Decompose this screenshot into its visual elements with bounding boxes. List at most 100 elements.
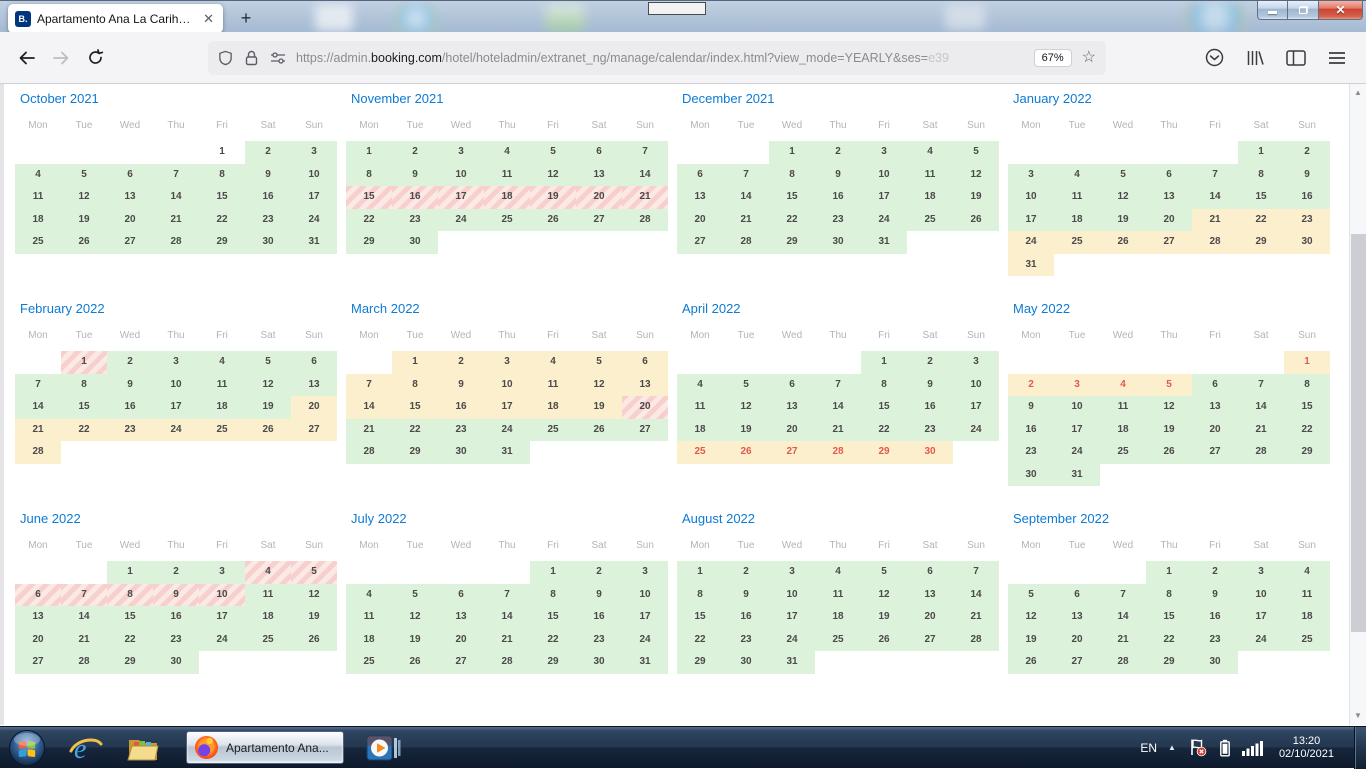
day-cell-12[interactable]: 12 — [861, 584, 907, 607]
forward-button[interactable] — [44, 43, 78, 73]
day-cell-16[interactable]: 16 — [245, 186, 291, 209]
day-cell-15[interactable]: 15 — [530, 606, 576, 629]
day-cell-12[interactable]: 12 — [245, 374, 291, 397]
day-cell-5[interactable]: 5 — [953, 141, 999, 164]
day-cell-11[interactable]: 11 — [1054, 186, 1100, 209]
day-cell-11[interactable]: 11 — [907, 164, 953, 187]
day-cell-14[interactable]: 14 — [61, 606, 107, 629]
day-cell-14[interactable]: 14 — [1238, 396, 1284, 419]
day-cell-5[interactable]: 5 — [576, 351, 622, 374]
sidebar-icon[interactable] — [1286, 50, 1306, 66]
day-cell-13[interactable]: 13 — [907, 584, 953, 607]
back-button[interactable] — [10, 43, 44, 73]
day-cell-19[interactable]: 19 — [1146, 419, 1192, 442]
close-button[interactable]: ✕ — [1319, 1, 1363, 20]
day-cell-7[interactable]: 7 — [1238, 374, 1284, 397]
day-cell-24[interactable]: 24 — [1008, 231, 1054, 254]
day-cell-26[interactable]: 26 — [576, 419, 622, 442]
day-cell-6[interactable]: 6 — [677, 164, 723, 187]
day-cell-11[interactable]: 11 — [530, 374, 576, 397]
day-cell-14[interactable]: 14 — [484, 606, 530, 629]
day-cell-13[interactable]: 13 — [622, 374, 668, 397]
day-cell-25[interactable]: 25 — [1054, 231, 1100, 254]
restore-button[interactable] — [1288, 1, 1319, 20]
scrollbar-thumb[interactable] — [1351, 234, 1366, 632]
day-cell-9[interactable]: 9 — [1192, 584, 1238, 607]
day-cell-10[interactable]: 10 — [1008, 186, 1054, 209]
day-cell-5[interactable]: 5 — [861, 561, 907, 584]
day-cell-2[interactable]: 2 — [245, 141, 291, 164]
day-cell-29[interactable]: 29 — [861, 441, 907, 464]
day-cell-18[interactable]: 18 — [484, 186, 530, 209]
day-cell-28[interactable]: 28 — [815, 441, 861, 464]
day-cell-10[interactable]: 10 — [291, 164, 337, 187]
day-cell-10[interactable]: 10 — [861, 164, 907, 187]
day-cell-5[interactable]: 5 — [392, 584, 438, 607]
day-cell-19[interactable]: 19 — [723, 419, 769, 442]
day-cell-1[interactable]: 1 — [1146, 561, 1192, 584]
day-cell-1[interactable]: 1 — [677, 561, 723, 584]
reload-button[interactable] — [78, 43, 112, 73]
day-cell-8[interactable]: 8 — [392, 374, 438, 397]
day-cell-10[interactable]: 10 — [153, 374, 199, 397]
day-cell-21[interactable]: 21 — [1238, 419, 1284, 442]
day-cell-22[interactable]: 22 — [346, 209, 392, 232]
day-cell-1[interactable]: 1 — [1284, 351, 1330, 374]
day-cell-15[interactable]: 15 — [1238, 186, 1284, 209]
minimize-button[interactable] — [1257, 1, 1288, 20]
day-cell-21[interactable]: 21 — [1100, 629, 1146, 652]
day-cell-26[interactable]: 26 — [61, 231, 107, 254]
day-cell-7[interactable]: 7 — [153, 164, 199, 187]
day-cell-8[interactable]: 8 — [677, 584, 723, 607]
vertical-scrollbar[interactable]: ▲ ▼ — [1349, 84, 1366, 725]
internet-explorer-button[interactable]: e — [68, 732, 104, 764]
day-cell-23[interactable]: 23 — [1008, 441, 1054, 464]
day-cell-17[interactable]: 17 — [769, 606, 815, 629]
day-cell-24[interactable]: 24 — [1238, 629, 1284, 652]
day-cell-8[interactable]: 8 — [346, 164, 392, 187]
day-cell-13[interactable]: 13 — [15, 606, 61, 629]
day-cell-22[interactable]: 22 — [107, 629, 153, 652]
day-cell-3[interactable]: 3 — [769, 561, 815, 584]
day-cell-22[interactable]: 22 — [61, 419, 107, 442]
day-cell-3[interactable]: 3 — [622, 561, 668, 584]
day-cell-24[interactable]: 24 — [953, 419, 999, 442]
day-cell-8[interactable]: 8 — [1284, 374, 1330, 397]
day-cell-5[interactable]: 5 — [1146, 374, 1192, 397]
day-cell-24[interactable]: 24 — [861, 209, 907, 232]
windows-explorer-button[interactable] — [126, 734, 160, 762]
day-cell-8[interactable]: 8 — [1146, 584, 1192, 607]
media-player-button[interactable] — [366, 733, 402, 763]
day-cell-31[interactable]: 31 — [1008, 254, 1054, 277]
day-cell-27[interactable]: 27 — [291, 419, 337, 442]
day-cell-31[interactable]: 31 — [1054, 464, 1100, 487]
day-cell-17[interactable]: 17 — [622, 606, 668, 629]
day-cell-19[interactable]: 19 — [1100, 209, 1146, 232]
day-cell-23[interactable]: 23 — [907, 419, 953, 442]
day-cell-26[interactable]: 26 — [392, 651, 438, 674]
day-cell-4[interactable]: 4 — [245, 561, 291, 584]
day-cell-9[interactable]: 9 — [1284, 164, 1330, 187]
day-cell-17[interactable]: 17 — [861, 186, 907, 209]
day-cell-22[interactable]: 22 — [1146, 629, 1192, 652]
day-cell-19[interactable]: 19 — [1008, 629, 1054, 652]
day-cell-24[interactable]: 24 — [769, 629, 815, 652]
day-cell-14[interactable]: 14 — [815, 396, 861, 419]
day-cell-19[interactable]: 19 — [576, 396, 622, 419]
day-cell-20[interactable]: 20 — [107, 209, 153, 232]
day-cell-29[interactable]: 29 — [1146, 651, 1192, 674]
day-cell-17[interactable]: 17 — [1008, 209, 1054, 232]
day-cell-19[interactable]: 19 — [953, 186, 999, 209]
day-cell-28[interactable]: 28 — [1238, 441, 1284, 464]
day-cell-28[interactable]: 28 — [953, 629, 999, 652]
day-cell-3[interactable]: 3 — [153, 351, 199, 374]
day-cell-9[interactable]: 9 — [245, 164, 291, 187]
day-cell-26[interactable]: 26 — [1146, 441, 1192, 464]
start-button[interactable] — [8, 729, 46, 767]
day-cell-3[interactable]: 3 — [199, 561, 245, 584]
day-cell-11[interactable]: 11 — [1284, 584, 1330, 607]
day-cell-28[interactable]: 28 — [153, 231, 199, 254]
shield-icon[interactable] — [218, 50, 233, 66]
day-cell-28[interactable]: 28 — [346, 441, 392, 464]
day-cell-5[interactable]: 5 — [530, 141, 576, 164]
